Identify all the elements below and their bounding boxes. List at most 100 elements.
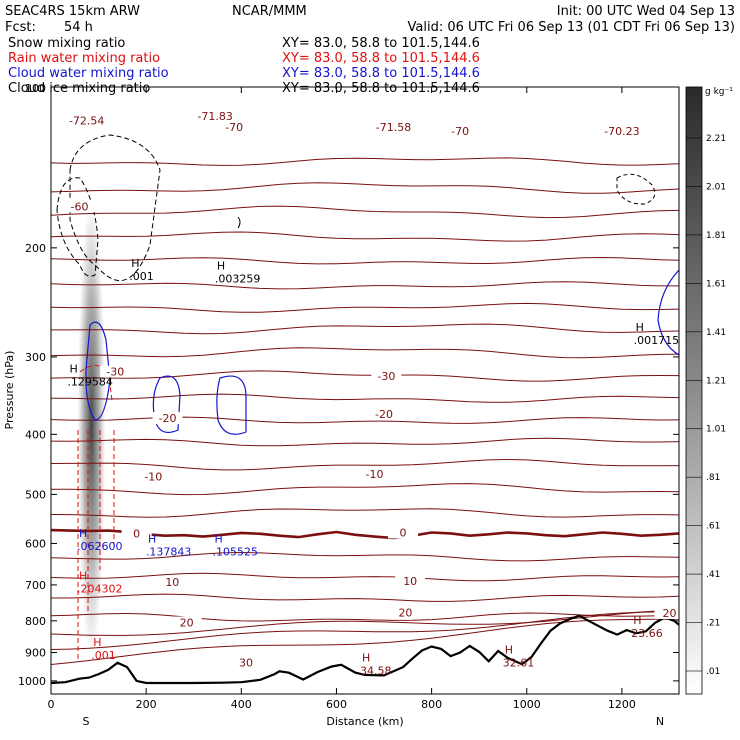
- isotherm-label: -10: [366, 468, 384, 481]
- isotherm-label: 10: [403, 575, 417, 588]
- isotherm-label-bg: [369, 407, 400, 420]
- isotherm-line: [51, 347, 679, 359]
- isotherm-label-bg: [395, 574, 426, 587]
- terrain-profile: [51, 614, 679, 685]
- field-cloudice-name: Cloud ice mixing ratio: [8, 81, 150, 96]
- maximum-value: 23.66: [631, 627, 663, 640]
- org-label: NCAR/MMM: [232, 4, 307, 19]
- isotherm-label-bg: [171, 616, 202, 629]
- isotherm-line: [51, 572, 679, 582]
- colorbar-tick-label: .21: [706, 619, 720, 629]
- colorbar-tick-label: 2.21: [706, 134, 726, 144]
- cloud-water-contour: [85, 321, 111, 421]
- isotherm-line: [51, 416, 679, 424]
- isotherm-line: [51, 256, 679, 265]
- y-tick-label: 300: [25, 351, 46, 364]
- field-cloudwater-name: Cloud water mixing ratio: [8, 66, 169, 81]
- isotherm-label: 20: [180, 617, 194, 630]
- maximum-marker: H: [362, 651, 370, 664]
- colorbar-tick-label: .81: [706, 473, 720, 483]
- isotherm-label: -30: [377, 370, 395, 383]
- isotherm-label-bg: [152, 412, 183, 425]
- cloud-ice-small: [237, 216, 241, 229]
- cloud-water-contour: [152, 375, 181, 433]
- maximum-marker: H: [217, 260, 225, 273]
- colorbar-tick-label: 1.21: [706, 376, 726, 386]
- isotherm-label: 0: [400, 526, 407, 539]
- isotherm-label: -72.54: [69, 114, 104, 127]
- maximum-value: .129584: [67, 376, 113, 389]
- y-tick-label-top: 100: [25, 82, 46, 95]
- maximum-marker: H: [131, 257, 139, 270]
- x-axis-title: Distance (km): [326, 715, 403, 728]
- maximum-marker: H: [79, 527, 87, 540]
- colorbar-tick-label: 1.61: [706, 279, 726, 289]
- maximum-marker: H: [69, 363, 77, 376]
- isotherm-label: -71.83: [197, 110, 232, 123]
- y-tick-label: 600: [25, 537, 46, 550]
- forecast-hour: 54 h: [64, 20, 93, 35]
- isotherm-line: [51, 231, 679, 242]
- isotherm-label: -30: [106, 366, 124, 379]
- isotherm-line: [51, 370, 679, 382]
- colorbar: [685, 86, 703, 695]
- colorbar-unit: g kg⁻¹: [705, 87, 733, 97]
- maximum-value: .001: [91, 649, 116, 662]
- snow-contour: [56, 177, 99, 277]
- isotherm-label-bg: [71, 114, 102, 127]
- cloud-water-contour-east: [657, 269, 679, 356]
- maximum-value: .105525: [213, 545, 259, 558]
- isotherm-label-bg: [606, 124, 637, 137]
- hydrometeor-contours: [56, 134, 679, 660]
- isotherm-label: 20: [662, 607, 676, 620]
- isotherm-label: -70: [451, 125, 469, 138]
- isotherm-label-bg: [100, 365, 131, 378]
- isotherm-label: -20: [375, 408, 393, 421]
- snow-shading: [77, 197, 106, 658]
- x-tick-label: 1200: [608, 698, 636, 711]
- y-tick-label: 400: [25, 428, 46, 441]
- isotherm-label: -10: [144, 471, 162, 484]
- isotherm-line: [51, 618, 679, 665]
- isotherm-label-bg: [371, 369, 402, 382]
- isotherm-label: -70.23: [604, 125, 639, 138]
- field-snow-xy: XY= 83.0, 58.8 to 101.5,144.6: [282, 36, 480, 51]
- maximum-value: 34.58: [360, 664, 392, 677]
- isotherm-label: 20: [398, 606, 412, 619]
- maximum-marker: H: [636, 321, 644, 334]
- isotherm-label: 30: [239, 657, 253, 670]
- isotherm-line: [51, 593, 679, 602]
- y-tick-label: 500: [25, 488, 46, 501]
- cloud-water-contour: [216, 375, 247, 435]
- init-time: Init: 00 UTC Wed 04 Sep 13: [557, 4, 735, 19]
- maximum-marker: H: [505, 644, 513, 657]
- isotherm-label-bg: [138, 470, 169, 483]
- colorbar-labels: 2.21 2.01 1.81 1.61 1.41 1.21 1.01 .81 .61 .41 .21…: [686, 134, 726, 677]
- colorbar-tick-label: 1.81: [706, 231, 726, 241]
- isotherm-line: [51, 483, 679, 496]
- field-cloudwater-xy: XY= 83.0, 58.8 to 101.5,144.6: [282, 66, 480, 81]
- y-tick-label: 1000: [18, 675, 46, 688]
- isotherm-line: [51, 302, 679, 313]
- field-cloudice-xy: XY= 83.0, 58.8 to 101.5,144.6: [282, 81, 480, 96]
- field-rain-name: Rain water mixing ratio: [8, 51, 160, 66]
- isotherm-contours: [51, 157, 679, 665]
- x-tick-label: 400: [231, 698, 252, 711]
- isotherm-line: [51, 437, 679, 447]
- isotherm-line: [51, 458, 679, 471]
- x-tick-label: 200: [136, 698, 157, 711]
- colorbar-tick-label: 2.01: [706, 182, 726, 192]
- isotherm-label: 10: [165, 576, 179, 589]
- isotherm-label-bg: [200, 110, 231, 123]
- axes: 0 200 400 600 800 1000 12002003004005006007008…: [18, 82, 679, 711]
- maximum-value: .137843: [146, 545, 192, 558]
- y-tick-label: 700: [25, 579, 46, 592]
- maximum-marker: H: [93, 636, 101, 649]
- isotherm-label: -70: [225, 121, 243, 134]
- north-end-label: N: [656, 715, 664, 728]
- forecast-label: Fcst:: [5, 20, 36, 35]
- isotherm-label-bg: [378, 120, 409, 133]
- x-tick-label: 0: [48, 698, 55, 711]
- y-axis-title: Pressure (hPa): [3, 351, 16, 430]
- isotherm-line: [51, 612, 679, 622]
